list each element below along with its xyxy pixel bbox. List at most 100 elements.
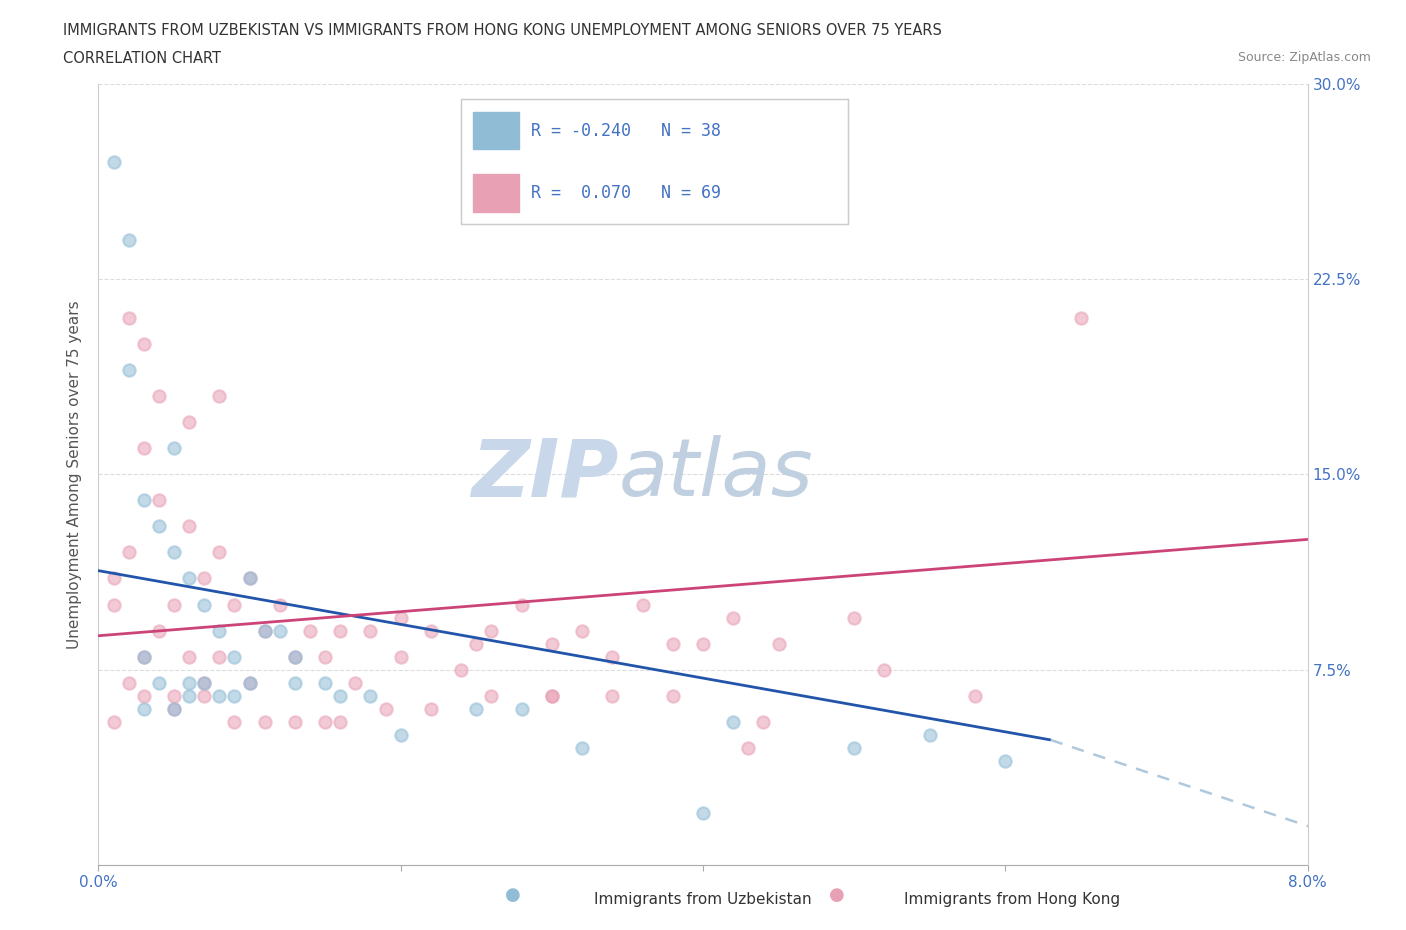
Point: [481, 688, 503, 703]
Point: [692, 636, 714, 651]
Point: [389, 727, 412, 742]
Point: [208, 623, 231, 638]
Point: [132, 337, 155, 352]
Point: [723, 714, 745, 729]
Point: [208, 545, 231, 560]
Point: [224, 714, 246, 729]
Point: [148, 519, 170, 534]
Point: [163, 701, 186, 716]
Point: [540, 636, 562, 651]
Point: [103, 714, 125, 729]
Point: [239, 571, 262, 586]
Point: [994, 753, 1017, 768]
Point: [179, 688, 201, 703]
Point: [103, 597, 125, 612]
Point: [360, 623, 382, 638]
Point: [918, 727, 941, 742]
Point: [389, 610, 412, 625]
Point: [284, 649, 307, 664]
Point: [692, 805, 714, 820]
Point: [571, 740, 593, 755]
Point: [193, 597, 215, 612]
Text: ●: ●: [828, 886, 845, 904]
Point: [118, 232, 141, 247]
Point: [118, 363, 141, 378]
Text: CORRELATION CHART: CORRELATION CHART: [63, 51, 221, 66]
Point: [239, 571, 262, 586]
Point: [208, 649, 231, 664]
Point: [253, 623, 276, 638]
Text: ZIP: ZIP: [471, 435, 619, 513]
Point: [118, 675, 141, 690]
Point: [132, 493, 155, 508]
Point: [571, 623, 593, 638]
Point: [844, 610, 866, 625]
Point: [737, 740, 759, 755]
Point: [284, 649, 307, 664]
Point: [768, 636, 790, 651]
Point: [193, 571, 215, 586]
Point: [239, 675, 262, 690]
Point: [602, 649, 624, 664]
Point: [481, 623, 503, 638]
Point: [661, 688, 683, 703]
Point: [193, 688, 215, 703]
Point: [163, 545, 186, 560]
Point: [314, 649, 336, 664]
Point: [148, 623, 170, 638]
Point: [179, 571, 201, 586]
Point: [208, 389, 231, 404]
Point: [239, 675, 262, 690]
Point: [163, 688, 186, 703]
Point: [284, 675, 307, 690]
Point: [148, 675, 170, 690]
Point: [253, 623, 276, 638]
Point: [269, 623, 291, 638]
Point: [132, 688, 155, 703]
Point: [389, 649, 412, 664]
Point: [329, 623, 352, 638]
Point: [314, 675, 336, 690]
Point: [118, 545, 141, 560]
Point: [510, 701, 533, 716]
Point: [163, 701, 186, 716]
Point: [118, 311, 141, 325]
Point: [631, 597, 654, 612]
Point: [465, 701, 488, 716]
Point: [269, 597, 291, 612]
Point: [132, 441, 155, 456]
Point: [723, 610, 745, 625]
Text: IMMIGRANTS FROM UZBEKISTAN VS IMMIGRANTS FROM HONG KONG UNEMPLOYMENT AMONG SENIO: IMMIGRANTS FROM UZBEKISTAN VS IMMIGRANTS…: [63, 23, 942, 38]
Point: [465, 636, 488, 651]
Point: [103, 571, 125, 586]
Text: Source: ZipAtlas.com: Source: ZipAtlas.com: [1237, 51, 1371, 64]
Point: [193, 675, 215, 690]
Text: ●: ●: [505, 886, 522, 904]
Point: [329, 714, 352, 729]
Point: [844, 740, 866, 755]
Text: Immigrants from Hong Kong: Immigrants from Hong Kong: [904, 892, 1121, 907]
Text: Immigrants from Uzbekistan: Immigrants from Uzbekistan: [595, 892, 811, 907]
Point: [148, 389, 170, 404]
Point: [344, 675, 367, 690]
Point: [208, 688, 231, 703]
Point: [420, 623, 443, 638]
Point: [179, 649, 201, 664]
Point: [224, 597, 246, 612]
Point: [253, 714, 276, 729]
Point: [163, 597, 186, 612]
Point: [965, 688, 987, 703]
Point: [752, 714, 775, 729]
Point: [148, 493, 170, 508]
Point: [510, 597, 533, 612]
Point: [179, 675, 201, 690]
Point: [284, 714, 307, 729]
Point: [450, 662, 472, 677]
Point: [132, 649, 155, 664]
Point: [179, 415, 201, 430]
Y-axis label: Unemployment Among Seniors over 75 years: Unemployment Among Seniors over 75 years: [67, 300, 83, 648]
Point: [103, 154, 125, 169]
Point: [314, 714, 336, 729]
Point: [193, 675, 215, 690]
Point: [224, 649, 246, 664]
